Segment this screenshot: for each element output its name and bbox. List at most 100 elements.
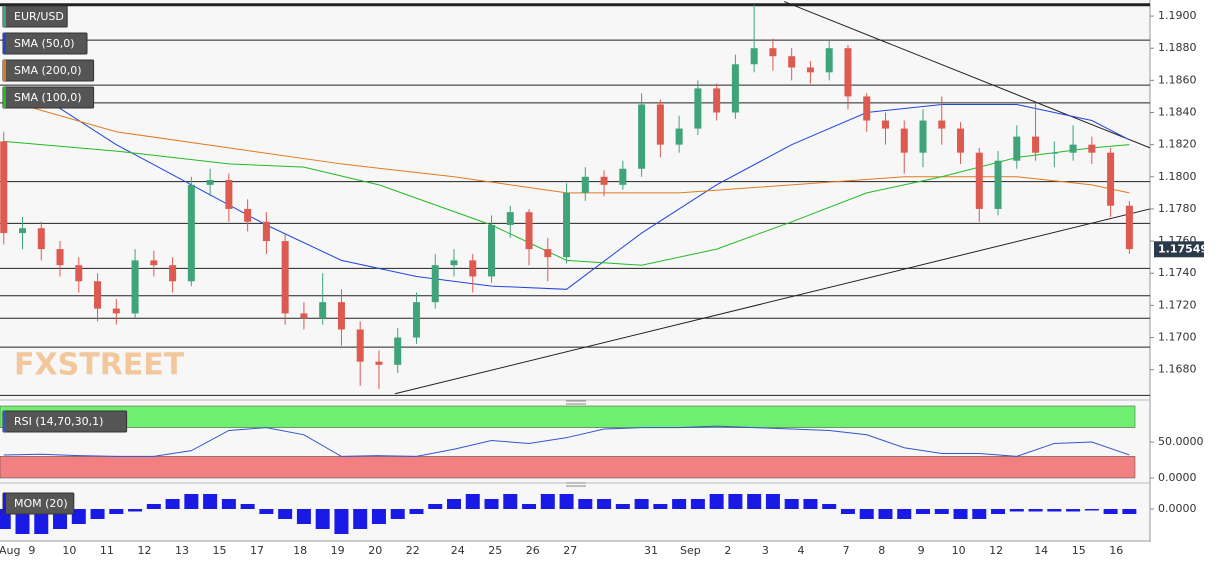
legend-label: SMA (50,0) bbox=[14, 37, 75, 50]
y-tick-label: 1.1820 bbox=[1158, 138, 1197, 151]
candle-body bbox=[75, 265, 83, 282]
candle-body bbox=[713, 88, 721, 113]
candle-body bbox=[319, 302, 327, 319]
momentum-bar bbox=[146, 504, 161, 509]
y-tick-label: 1.1900 bbox=[1158, 9, 1197, 22]
x-tick-label: Sep bbox=[680, 544, 701, 557]
momentum-bar bbox=[1009, 509, 1024, 512]
candle-body bbox=[750, 48, 758, 65]
y-tick-label: 1.1740 bbox=[1158, 266, 1197, 279]
candle-body bbox=[957, 128, 965, 153]
legend-label: SMA (100,0) bbox=[14, 91, 82, 104]
x-tick-label: 12 bbox=[989, 544, 1003, 557]
momentum-bar bbox=[953, 509, 968, 519]
momentum-bar bbox=[597, 499, 612, 509]
candle-body bbox=[769, 48, 777, 57]
candle-body bbox=[412, 302, 420, 338]
candle-body bbox=[619, 168, 627, 185]
candle-body bbox=[1013, 136, 1021, 161]
momentum-bar bbox=[390, 509, 405, 519]
legend-swatch bbox=[3, 493, 6, 514]
candle-body bbox=[788, 56, 796, 68]
momentum-bar bbox=[221, 499, 236, 509]
momentum-bar bbox=[165, 499, 180, 509]
momentum-bar bbox=[15, 509, 30, 534]
rsi-band bbox=[0, 405, 1136, 428]
momentum-bar bbox=[934, 509, 949, 514]
candle-body bbox=[375, 361, 383, 365]
x-tick-label: 8 bbox=[878, 544, 885, 557]
momentum-bar bbox=[503, 494, 518, 509]
candle-body bbox=[262, 221, 270, 242]
candle-body bbox=[1050, 152, 1058, 154]
last-price-label: 1.17549 bbox=[1158, 242, 1208, 255]
momentum-bar bbox=[878, 509, 893, 519]
x-tick-label: 20 bbox=[368, 544, 382, 557]
candle-body bbox=[975, 152, 983, 209]
momentum-bar bbox=[1122, 509, 1137, 514]
axis-background bbox=[1150, 0, 1223, 564]
sma-line bbox=[3, 140, 1130, 266]
momentum-bar bbox=[1047, 509, 1062, 512]
x-tick-label: 16 bbox=[1109, 544, 1123, 557]
candle-body bbox=[863, 96, 871, 121]
x-tick-label: 18 bbox=[293, 544, 307, 557]
candle-body bbox=[244, 208, 252, 222]
candle-body bbox=[450, 260, 458, 266]
candle-body bbox=[694, 88, 702, 129]
x-tick-label: 3 bbox=[762, 544, 769, 557]
legend-label: EUR/USD bbox=[14, 10, 64, 23]
sma-line bbox=[3, 99, 1130, 194]
candle-body bbox=[37, 228, 45, 250]
y-tick-label: 50.0000 bbox=[1158, 435, 1204, 448]
candle-body bbox=[563, 192, 571, 258]
legend-label: SMA (200,0) bbox=[14, 64, 82, 77]
legend-swatch bbox=[3, 411, 6, 432]
momentum-bar bbox=[803, 499, 818, 509]
momentum-bar bbox=[634, 499, 649, 509]
x-tick-label: 9 bbox=[28, 544, 35, 557]
momentum-bar bbox=[540, 494, 555, 509]
candle-body bbox=[394, 337, 402, 365]
y-tick-label: 1.1880 bbox=[1158, 41, 1197, 54]
y-tick-label: 1.1840 bbox=[1158, 105, 1197, 118]
momentum-bar bbox=[34, 509, 49, 534]
candle-body bbox=[488, 225, 496, 277]
candle-body bbox=[0, 141, 8, 234]
x-tick-label: 24 bbox=[451, 544, 465, 557]
candle-body bbox=[131, 260, 139, 314]
momentum-bar bbox=[465, 494, 480, 509]
momentum-bar bbox=[897, 509, 912, 519]
last-price-box bbox=[1154, 241, 1204, 258]
momentum-bar bbox=[559, 494, 574, 509]
trend-line bbox=[394, 208, 1151, 395]
candle-body bbox=[1088, 144, 1096, 153]
x-tick-label: 26 bbox=[526, 544, 540, 557]
momentum-bar bbox=[0, 509, 11, 529]
candle-body bbox=[525, 212, 533, 250]
rsi-band bbox=[0, 456, 1136, 479]
momentum-bar bbox=[728, 494, 743, 509]
candle-body bbox=[919, 120, 927, 153]
momentum-bar bbox=[578, 499, 593, 509]
y-tick-label: 1.1800 bbox=[1158, 170, 1197, 183]
x-tick-label: 11 bbox=[100, 544, 114, 557]
candle-body bbox=[300, 313, 308, 319]
candle-body bbox=[337, 302, 345, 330]
y-tick-label: 0.0000 bbox=[1158, 502, 1197, 515]
momentum-bar bbox=[522, 504, 537, 509]
x-tick-label: 10 bbox=[62, 544, 76, 557]
momentum-bar bbox=[784, 499, 799, 509]
momentum-bar bbox=[1028, 509, 1043, 512]
momentum-bar bbox=[240, 504, 255, 509]
momentum-bar bbox=[991, 509, 1006, 514]
y-tick-label: 1.1860 bbox=[1158, 73, 1197, 86]
candle-body bbox=[1125, 205, 1133, 250]
x-tick-label: 31 bbox=[644, 544, 658, 557]
momentum-bar bbox=[840, 509, 855, 514]
candle-body bbox=[844, 48, 852, 97]
x-tick-label: Aug bbox=[0, 544, 20, 557]
legend-swatch bbox=[3, 6, 6, 27]
candle-body bbox=[638, 104, 646, 169]
